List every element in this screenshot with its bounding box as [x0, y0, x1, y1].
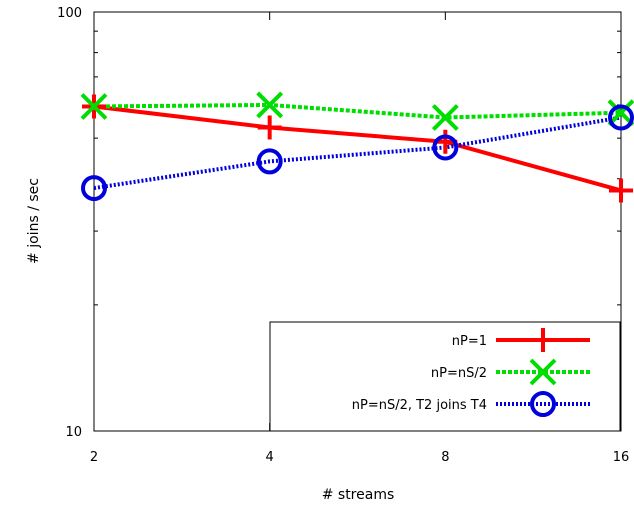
axis-ticks: 2 4 8 16 10 100 [57, 6, 629, 465]
x-tick-label: 2 [90, 450, 98, 465]
circle-marker [530, 391, 556, 417]
cross-marker [529, 358, 557, 386]
cross-marker [256, 91, 284, 119]
series-lines [93, 102, 622, 193]
cross-marker [431, 104, 459, 131]
series-line [93, 104, 622, 193]
plus-marker [257, 115, 282, 140]
circle-marker [608, 104, 634, 131]
plus-marker [609, 178, 633, 203]
series-line [93, 102, 622, 120]
legend-label: nP=nS/2 [431, 366, 487, 381]
y-axis-label: # joins / sec [26, 178, 42, 264]
y-tick-label: 10 [65, 425, 82, 440]
legend: nP=1 nP=nS/2 nP=nS/2, T2 joins T4 [269, 321, 621, 432]
circle-marker [432, 134, 459, 161]
legend-label: nP=1 [452, 334, 487, 349]
x-tick-label: 16 [613, 450, 630, 465]
series-markers [80, 91, 634, 203]
x-tick-label: 4 [266, 450, 274, 465]
circle-marker [81, 175, 107, 202]
x-tick-label: 8 [441, 450, 449, 465]
y-tick-label: 100 [57, 6, 82, 21]
plus-marker [531, 328, 555, 352]
series-line [93, 115, 622, 191]
legend-label: nP=nS/2, T2 joins T4 [352, 398, 487, 413]
cross-marker [607, 99, 634, 127]
circle-marker [256, 148, 283, 175]
cross-marker [80, 93, 108, 120]
x-axis-label: # streams [322, 487, 395, 503]
